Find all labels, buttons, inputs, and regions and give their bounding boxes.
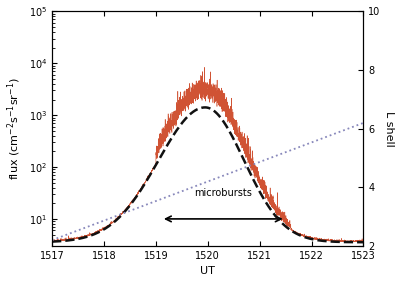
Y-axis label: L shell: L shell [384, 111, 394, 147]
Text: microbursts: microbursts [194, 188, 252, 198]
X-axis label: UT: UT [200, 266, 215, 276]
Y-axis label: flux (cm$^{-2}$s$^{-1}$sr$^{-1}$): flux (cm$^{-2}$s$^{-1}$sr$^{-1}$) [6, 77, 23, 180]
